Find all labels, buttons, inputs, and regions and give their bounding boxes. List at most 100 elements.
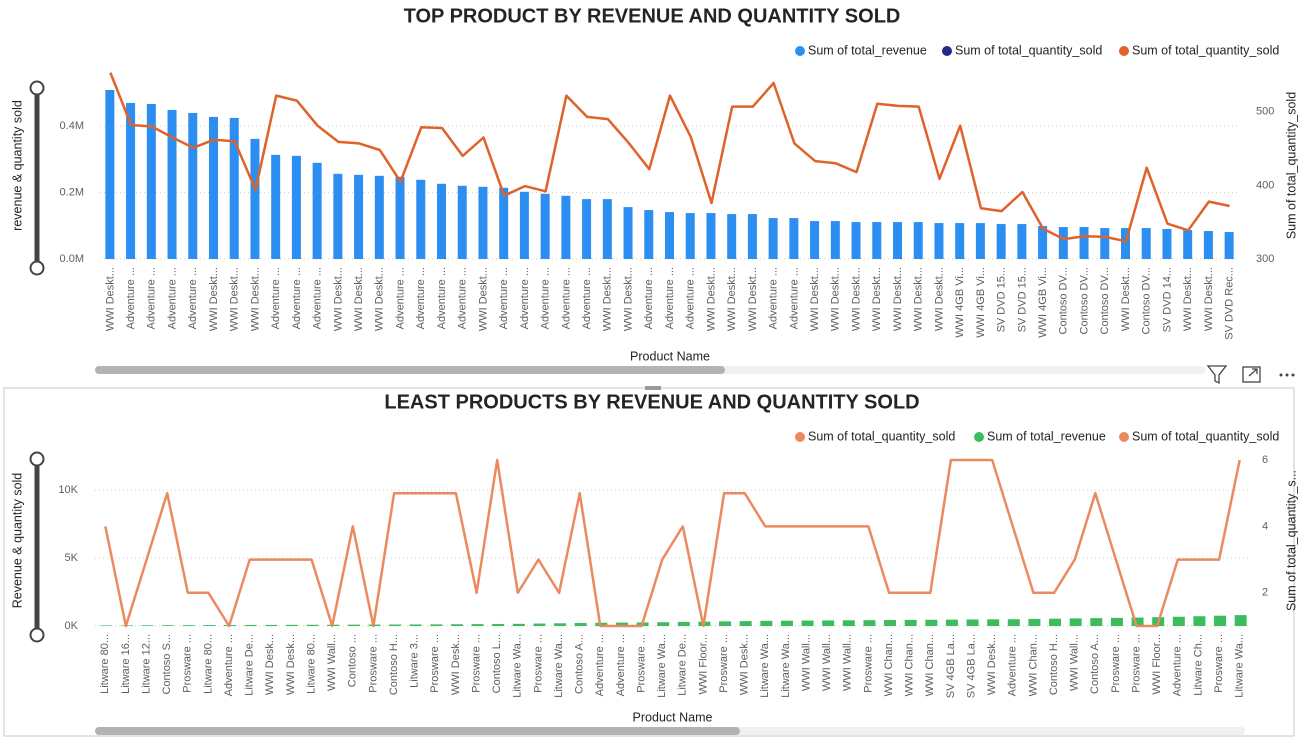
bar: [167, 109, 177, 260]
x-tick-label: WWI Deskt...: [208, 267, 220, 331]
x-tick-label: Adventure ...: [146, 267, 158, 329]
x-tick-label: WWI Deskt...: [332, 267, 344, 331]
x-tick-label: WWI Deskt...: [622, 267, 634, 331]
x-tick-label: SV DVD 14...: [1161, 267, 1173, 332]
slider-handle[interactable]: [29, 260, 45, 276]
y-slider-bottom[interactable]: [29, 451, 45, 643]
x-tick-label: Prosware ...: [182, 634, 194, 693]
x-tick-label: Adventure ...: [560, 267, 572, 329]
more-options[interactable]: [1279, 373, 1295, 377]
chart-title: LEAST PRODUCTS BY REVENUE AND QUANTITY S…: [384, 391, 919, 413]
scrollbar-thumb[interactable]: [95, 727, 740, 735]
x-tick-label: Contoso H...: [388, 634, 400, 695]
bar: [471, 624, 484, 626]
x-tick-label: WWI Deskt...: [104, 267, 116, 331]
x-tick-label: WWI Deskt...: [1203, 267, 1215, 331]
bar: [312, 162, 322, 259]
bar: [574, 623, 587, 626]
x-tick-label: Adventure ...: [643, 267, 655, 329]
x-tick-label: Prosware ...: [1130, 634, 1142, 693]
bar: [540, 193, 550, 259]
bar: [685, 213, 695, 259]
legend-label: Sum of total_quantity_sold: [1132, 429, 1279, 443]
x-tick-label: Adventure ...: [581, 267, 593, 329]
slider-handle[interactable]: [29, 451, 45, 467]
bar: [203, 625, 216, 626]
x-tick-label: Contoso A...: [574, 634, 586, 694]
x-tick-label: Adventure ...: [125, 267, 137, 329]
x-tick-label: Prosware ...: [429, 634, 441, 693]
bar: [244, 624, 257, 626]
bar: [1172, 616, 1185, 626]
bar: [1214, 615, 1227, 626]
x-tick-label: WWI Wall...: [842, 634, 854, 691]
bar: [644, 210, 654, 259]
slider-handle[interactable]: [29, 80, 45, 96]
x-tick-label: Adventure ...: [664, 267, 676, 329]
x-tick-label: WWI Chan...: [883, 634, 895, 696]
x-tick-label: Litware Wa...: [512, 634, 524, 698]
scrollbar-thumb[interactable]: [95, 366, 725, 374]
bar: [1110, 617, 1123, 626]
slider-handle[interactable]: [29, 627, 45, 643]
x-tick-label: SV DVD Rec...: [1224, 267, 1236, 340]
x-tick-label: WWI Deskt...: [850, 267, 862, 331]
resize-handle[interactable]: [645, 386, 661, 390]
x-tick-label: WWI 4GB Vi...: [975, 267, 987, 338]
x-tick-label: Adventure ...: [187, 267, 199, 329]
x-tick-label: Litware 80...: [99, 634, 111, 694]
bar: [1121, 228, 1130, 259]
filter-icon[interactable]: [1206, 365, 1228, 385]
bar: [1100, 228, 1110, 259]
bar: [851, 222, 861, 259]
bar: [768, 218, 778, 259]
x-tick-label: WWI Deskt...: [933, 267, 945, 331]
bar: [1069, 618, 1082, 626]
x-tick-label: WWI Deskt...: [477, 267, 489, 331]
bar: [1193, 616, 1206, 626]
legend-swatch: [974, 432, 984, 442]
bar: [306, 624, 319, 626]
dot: [1279, 373, 1283, 377]
x-tick-label: WWI Deskt...: [229, 267, 241, 331]
x-tick-label: Contoso ...: [347, 634, 359, 687]
bar: [100, 625, 113, 626]
bar: [1131, 617, 1144, 626]
line: [109, 72, 1230, 243]
bar: [739, 621, 752, 626]
x-tick-label: WWI Floor...: [697, 634, 709, 695]
bar: [925, 619, 938, 626]
bar: [975, 223, 985, 259]
x-tick-label: WWI Deskt...: [726, 267, 738, 331]
bar: [747, 214, 757, 259]
bar: [830, 221, 840, 259]
x-tick-label: Prosware ...: [862, 634, 874, 693]
bar: [374, 175, 384, 259]
bar: [623, 207, 633, 259]
bar: [1090, 618, 1103, 626]
bar: [478, 186, 488, 259]
y-slider-top[interactable]: [29, 80, 45, 276]
x-tick-label: Contoso H...: [1048, 634, 1060, 695]
x-tick-label: Litware De...: [677, 634, 689, 696]
bar: [1017, 224, 1027, 259]
x-tick-label: SV DVD 15...: [996, 267, 1008, 332]
bar: [229, 117, 239, 259]
bar: [801, 620, 814, 626]
bar: [934, 223, 944, 259]
bar: [519, 191, 529, 259]
y2-axis-title: Sum of total_quantity_s...: [1284, 470, 1298, 611]
x-tick-label: WWI Wall...: [821, 634, 833, 691]
x-tick-label: Adventure ...: [415, 267, 427, 329]
focus-frame: [1242, 366, 1261, 383]
x-tick-label: Contoso DV...: [1099, 267, 1111, 334]
legend-label: Sum of total_quantity_sold: [808, 429, 955, 443]
x-tick-label: WWI Deskt...: [1182, 267, 1194, 331]
bar: [582, 199, 592, 259]
x-tick-label: WWI Deskt...: [871, 267, 883, 331]
x-tick-label: Prosware ...: [635, 634, 647, 693]
x-tick-label: Prosware ...: [1213, 634, 1225, 693]
x-tick-label: WWI Deskt...: [892, 267, 904, 331]
focus-icon[interactable]: [1242, 366, 1261, 383]
y2-tick-label: 2: [1262, 587, 1268, 599]
